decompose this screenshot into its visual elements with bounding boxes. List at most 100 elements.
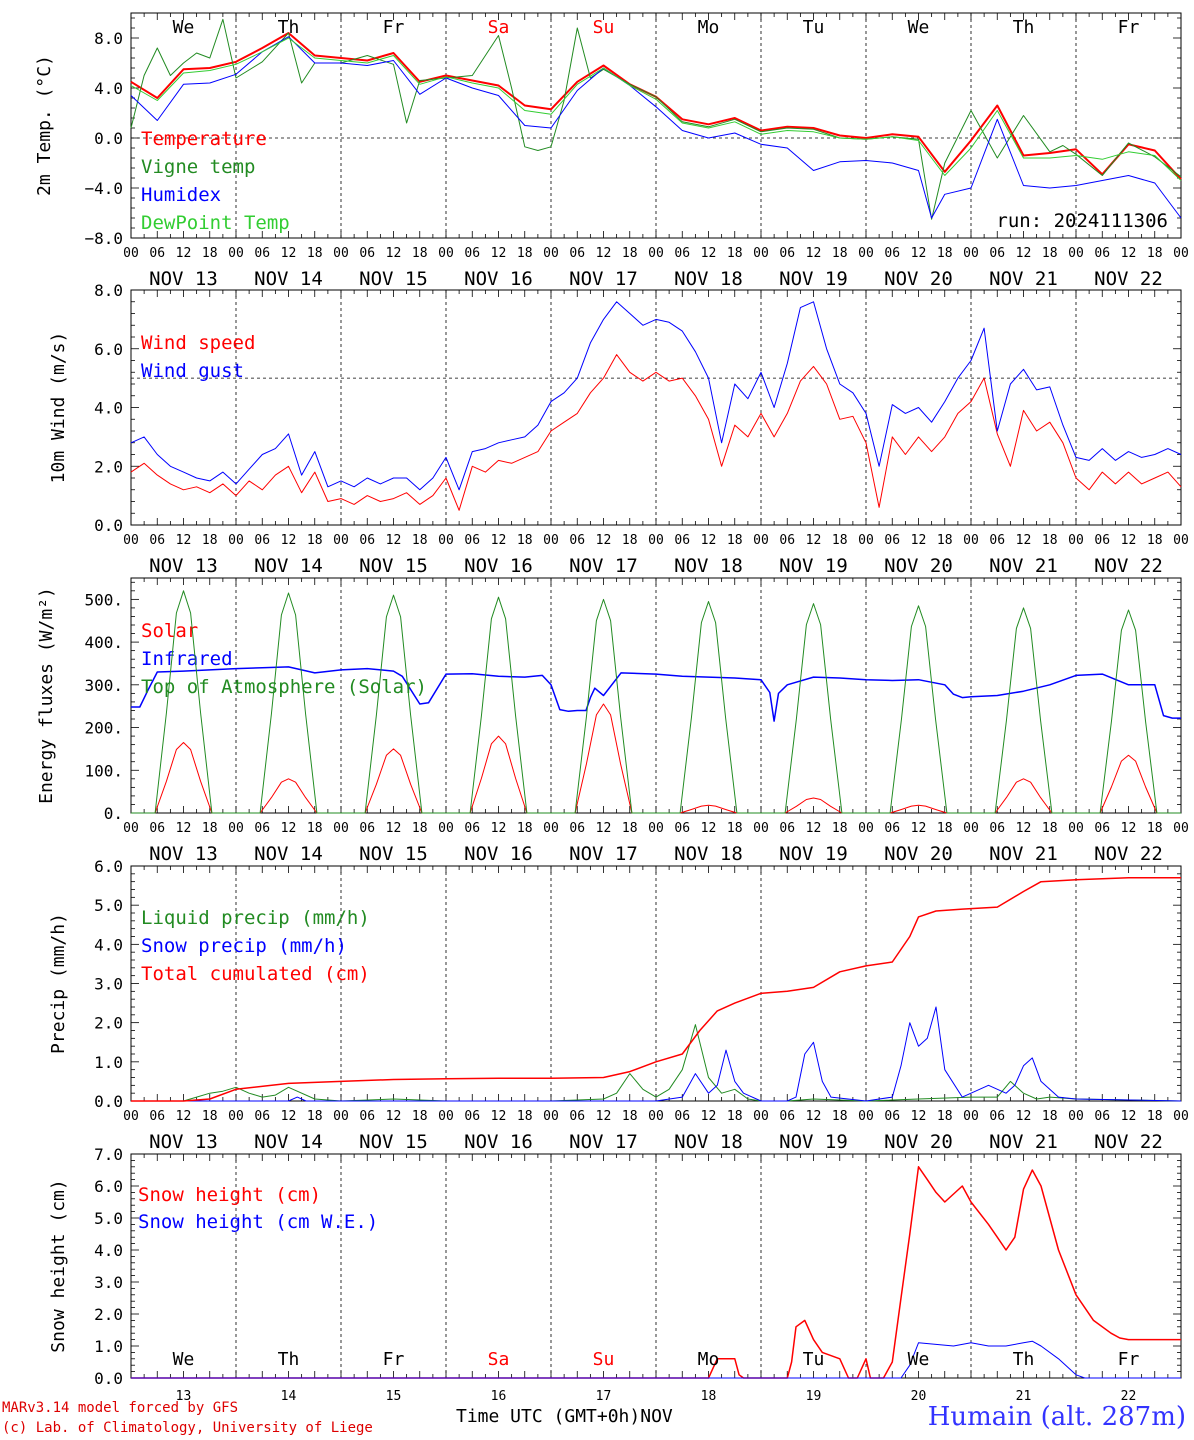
date-label: NOV 18 xyxy=(674,1131,743,1153)
y-tick-label: 6.0 xyxy=(94,857,123,876)
hour-label: 00 xyxy=(438,246,454,261)
y-tick-label: 5.0 xyxy=(94,1209,123,1228)
hour-label: 12 xyxy=(1016,821,1032,836)
day-name-top: Fr xyxy=(1118,17,1140,38)
y-tick-label: −8.0 xyxy=(84,229,123,248)
hour-label: 00 xyxy=(543,821,559,836)
date-label: NOV 16 xyxy=(464,1131,533,1153)
hour-label: 00 xyxy=(438,533,454,548)
hour-label: 12 xyxy=(281,533,297,548)
y-tick-label: 0.0 xyxy=(94,516,123,535)
day-name-bottom: Su xyxy=(593,1349,615,1370)
hour-label: 06 xyxy=(674,1109,690,1124)
hour-label: 18 xyxy=(412,821,428,836)
legend-entry: Humidex xyxy=(141,184,221,206)
y-tick-label: 7.0 xyxy=(94,1145,123,1164)
hour-label: 18 xyxy=(727,246,743,261)
day-name-top: Sa xyxy=(488,17,510,38)
day-number: 15 xyxy=(386,1389,402,1404)
time-axis-label: Time UTC (GMT+0h)NOV xyxy=(456,1406,673,1427)
hour-label: 06 xyxy=(149,246,165,261)
date-label: NOV 13 xyxy=(149,1131,218,1153)
hour-label: 06 xyxy=(254,533,270,548)
hour-label: 00 xyxy=(753,246,769,261)
series-line-3 xyxy=(131,590,1181,814)
hour-label: 00 xyxy=(858,1109,874,1124)
hour-label: 00 xyxy=(228,246,244,261)
y-axis-title: Snow height (cm) xyxy=(48,1179,69,1352)
date-label: NOV 17 xyxy=(569,843,638,865)
hour-label: 12 xyxy=(281,246,297,261)
hour-label: 06 xyxy=(359,821,375,836)
date-label: NOV 20 xyxy=(884,1131,953,1153)
hour-label: 18 xyxy=(1147,246,1163,261)
hour-label: 00 xyxy=(858,821,874,836)
hour-label: 00 xyxy=(648,821,664,836)
hour-label: 18 xyxy=(937,1109,953,1124)
y-tick-label: 300. xyxy=(84,676,123,695)
hour-label: 12 xyxy=(1016,533,1032,548)
model-credit: MARv3.14 model forced by GFS xyxy=(2,1400,239,1416)
panel-4: 6.0 5.0 4.0 3.0 2.0 1.0 0.0 Precip (mm/h) 00 06 12… xyxy=(48,857,1189,1153)
y-tick-label: 3.0 xyxy=(94,1273,123,1292)
day-name-bottom: Fr xyxy=(1118,1349,1140,1370)
hour-label: 18 xyxy=(1147,533,1163,548)
legend-entry: Wind gust xyxy=(141,360,244,382)
series-line-2 xyxy=(131,1006,1182,1102)
hour-label: 00 xyxy=(1068,533,1084,548)
hour-label: 06 xyxy=(254,1109,270,1124)
y-tick-label: 0.0 xyxy=(94,1092,123,1111)
hour-label: 06 xyxy=(254,246,270,261)
date-label: NOV 16 xyxy=(464,843,533,865)
legend-entry: Infrared xyxy=(141,648,233,670)
hour-label: 00 xyxy=(228,1109,244,1124)
hour-label: 06 xyxy=(674,821,690,836)
date-label: NOV 22 xyxy=(1094,1131,1163,1153)
hour-label: 00 xyxy=(333,1109,349,1124)
y-tick-label: 3.0 xyxy=(94,975,123,994)
day-number: 13 xyxy=(176,1389,192,1404)
hour-label: 06 xyxy=(1094,246,1110,261)
y-tick-label: 500. xyxy=(84,590,123,609)
hour-label: 06 xyxy=(149,1109,165,1124)
date-label: NOV 17 xyxy=(569,1131,638,1153)
hour-label: 06 xyxy=(884,821,900,836)
hour-label: 12 xyxy=(701,246,717,261)
plot-frame xyxy=(130,12,1182,239)
hour-label: 18 xyxy=(517,1109,533,1124)
day-number: 22 xyxy=(1121,1389,1137,1404)
y-tick-label: 0.0 xyxy=(94,129,123,148)
hour-label: 12 xyxy=(491,821,507,836)
day-name-bottom: Tu xyxy=(803,1349,825,1370)
hour-label: 06 xyxy=(989,533,1005,548)
hour-label: 18 xyxy=(622,821,638,836)
hour-label: 18 xyxy=(1042,1109,1058,1124)
date-label: NOV 21 xyxy=(989,1131,1058,1153)
hour-label: 06 xyxy=(1094,533,1110,548)
day-name-bottom: We xyxy=(908,1349,930,1370)
y-tick-label: 5.0 xyxy=(94,896,123,915)
hour-label: 00 xyxy=(753,1109,769,1124)
day-name-bottom: We xyxy=(173,1349,195,1370)
y-tick-label: 4.0 xyxy=(94,399,123,418)
hour-label: 12 xyxy=(1121,821,1137,836)
hour-label: 18 xyxy=(517,246,533,261)
y-tick-label: 100. xyxy=(84,761,123,780)
date-label: NOV 14 xyxy=(254,268,323,290)
hour-label: 18 xyxy=(1147,1109,1163,1124)
hour-label: 00 xyxy=(648,533,664,548)
hour-label: 00 xyxy=(123,1109,139,1124)
hour-label: 12 xyxy=(1121,1109,1137,1124)
hour-label: 06 xyxy=(779,246,795,261)
hour-label: 18 xyxy=(202,821,218,836)
hour-label: 00 xyxy=(1173,821,1189,836)
day-name-bottom: Fr xyxy=(383,1349,405,1370)
hour-label: 06 xyxy=(989,246,1005,261)
hour-label: 00 xyxy=(543,1109,559,1124)
day-number: 14 xyxy=(281,1389,297,1404)
panel-3: 500. 400. 300. 200. 100. 0. Energy fluxes (W/m… xyxy=(36,577,1189,865)
hour-label: 06 xyxy=(569,246,585,261)
time-axis-text: Time UTC (GMT+0h) xyxy=(456,1406,641,1427)
hour-label: 18 xyxy=(1042,246,1058,261)
y-tick-label: 4.0 xyxy=(94,935,123,954)
